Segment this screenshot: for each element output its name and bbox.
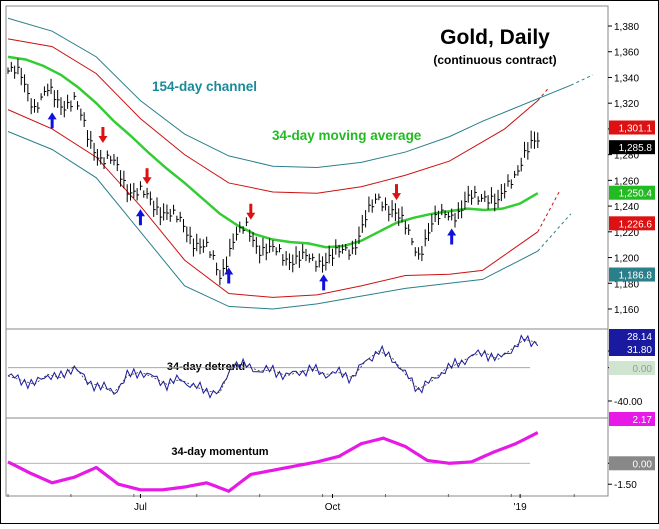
value-label-box	[609, 140, 655, 155]
x-tick-label: Jul	[134, 502, 147, 513]
channel-upper-outer-projection	[570, 74, 594, 86]
x-tick-label: '19	[514, 502, 527, 513]
value-label-text: 1,301.1	[619, 123, 653, 134]
momentum-y-tick-label: -1.50	[614, 480, 637, 491]
y-tick-label: 1,260	[614, 176, 639, 187]
value-label-text: 1,285.8	[619, 143, 653, 154]
value-label-box	[609, 267, 655, 282]
value-label-box	[609, 120, 655, 135]
detrend-value-box	[609, 329, 655, 343]
detrend-y-tick-label: -40.00	[614, 397, 643, 408]
channel-lower-outer-line	[7, 131, 539, 310]
channel-lower-inner-projection	[537, 190, 561, 233]
down-arrow	[246, 203, 256, 220]
chart-title: Gold, Daily	[440, 26, 550, 49]
annotation-detrend: 34-day detrend	[167, 361, 245, 373]
channel-upper-inner-line	[7, 38, 539, 194]
detrend-value-text: 28.14	[627, 332, 652, 343]
detrend-value-box	[609, 342, 655, 356]
plot-borders	[5, 5, 609, 497]
down-arrow	[392, 184, 402, 201]
up-arrow	[47, 112, 57, 129]
momentum-value-text: 2.17	[633, 415, 653, 426]
up-arrow	[135, 209, 145, 226]
y-tick-label: 1,360	[614, 48, 639, 59]
value-label-text: 1,250.4	[619, 189, 653, 200]
annotation-channel: 154-day channel	[152, 79, 257, 94]
y-tick-label: 1,160	[614, 305, 639, 316]
y-tick-label: 1,340	[614, 73, 639, 84]
momentum-value-box	[609, 412, 655, 426]
arrows-layer	[47, 112, 457, 291]
channel-upper-outer-line	[7, 17, 572, 169]
price-bars	[7, 58, 540, 286]
channel-upper-inner-projection	[537, 87, 550, 101]
momentum-value-text: 0.00	[633, 459, 653, 470]
annotation-ma: 34-day moving average	[272, 128, 422, 143]
x-tick-label: Oct	[325, 502, 341, 513]
up-arrow	[319, 274, 329, 291]
ma-line	[7, 55, 539, 249]
y-tick-label: 1,320	[614, 99, 639, 110]
channel-lower-inner-line	[7, 109, 539, 298]
momentum-value-box	[609, 456, 655, 471]
y-tick-label: 1,200	[614, 254, 639, 265]
momentum-line	[7, 431, 539, 493]
right-labels-layer: 1,301.1 1,285.8 1,250.4 1,226.6 1,186.8 28.14…	[609, 120, 655, 471]
value-label-text: 1,226.6	[619, 219, 653, 230]
down-arrow	[142, 168, 152, 185]
down-arrow	[98, 127, 108, 144]
value-label-box	[609, 216, 655, 231]
y-tick-label: 1,180	[614, 279, 639, 290]
y-tick-label: 1,280	[614, 151, 639, 162]
up-arrow	[447, 228, 457, 245]
y-tick-label: 1,240	[614, 202, 639, 213]
detrend-value-text: 0.00	[633, 364, 653, 375]
y-tick-label: 1,380	[614, 22, 639, 33]
series-layer	[7, 17, 594, 493]
detrend-line	[7, 334, 539, 399]
up-arrow	[224, 267, 234, 284]
value-label-box	[609, 185, 655, 200]
chart-subtitle: (continuous contract)	[433, 53, 556, 67]
detrend-value-text: 31.80	[627, 345, 652, 356]
detrend-value-box	[609, 361, 655, 375]
value-label-text: 1,186.8	[619, 271, 653, 282]
y-tick-label: 1,220	[614, 228, 639, 239]
channel-lower-outer-projection	[537, 213, 572, 252]
annotation-momentum: 34-day momentum	[171, 446, 268, 458]
